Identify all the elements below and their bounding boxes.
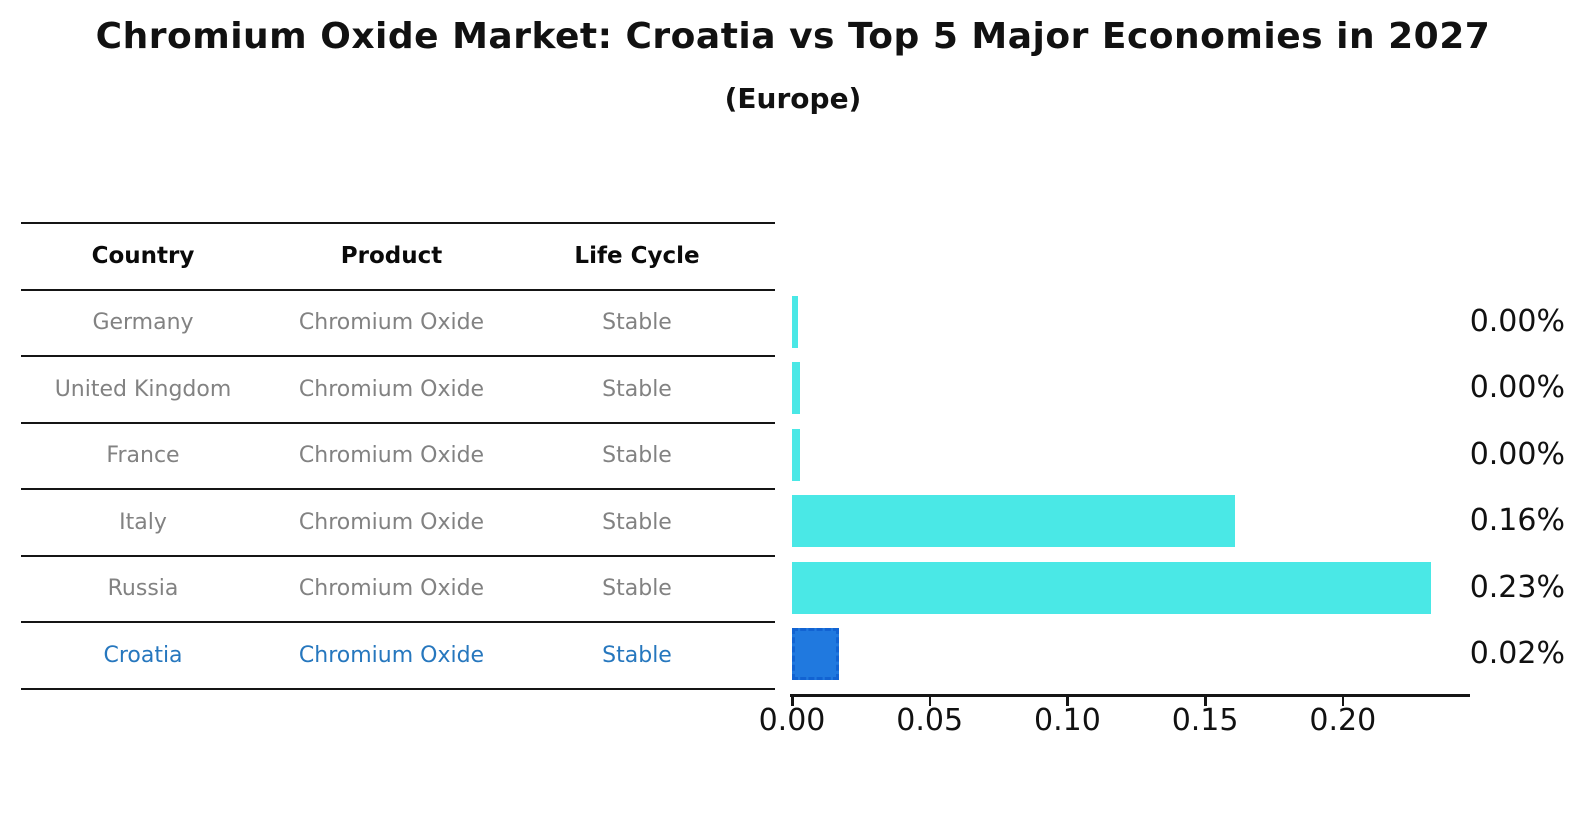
x-axis-tick [1204, 697, 1207, 706]
cell-country: United Kingdom [54, 376, 232, 402]
value-label: 0.23% [1469, 569, 1565, 605]
cell-country: Russia [107, 576, 179, 602]
x-axis-tick-label: 0.15 [1171, 703, 1239, 738]
chart-subtitle: (Europe) [724, 82, 862, 115]
cell-life-cycle: Stable [602, 443, 672, 469]
value-label: 0.02% [1469, 636, 1565, 672]
bar-germany [792, 295, 798, 348]
cell-life-cycle: Stable [602, 310, 672, 336]
table-row: Russia Chromium Oxide Stable [21, 557, 775, 623]
x-axis-line [790, 694, 1470, 697]
column-header-life-cycle: Life Cycle [574, 243, 700, 270]
table-row: Germany Chromium Oxide Stable [21, 291, 775, 357]
cell-life-cycle: Stable [602, 376, 672, 402]
column-header-country: Country [91, 243, 195, 270]
bar-united-kingdom [792, 362, 801, 415]
value-label: 0.00% [1469, 436, 1565, 472]
x-axis-tick [1341, 697, 1345, 706]
chart-title: Chromium Oxide Market: Croatia vs Top 5 … [95, 16, 1491, 57]
cell-product: Chromium Oxide [298, 509, 485, 535]
country-table: Country Product Life Cycle Germany Chromium … [21, 222, 775, 690]
table-row: France Chromium Oxide Stable [21, 424, 775, 490]
column-header-product: Product [340, 243, 443, 270]
cell-product: Chromium Oxide [298, 576, 485, 602]
cell-life-cycle: Stable [602, 642, 672, 668]
cell-product: Chromium Oxide [298, 376, 485, 402]
table-header-row: Country Product Life Cycle [21, 224, 775, 291]
cell-product: Chromium Oxide [298, 310, 485, 336]
cell-country: France [106, 443, 180, 469]
x-axis-tick-label: 0.10 [1033, 703, 1101, 738]
cell-life-cycle: Stable [602, 509, 672, 535]
value-label: 0.00% [1469, 303, 1565, 339]
cell-product: Chromium Oxide [298, 443, 485, 469]
x-axis-tick [928, 697, 932, 706]
value-label: 0.16% [1469, 503, 1565, 539]
bar-france [792, 428, 801, 481]
x-axis-tick-label: 0.05 [896, 703, 964, 738]
cell-country: Croatia [103, 642, 183, 668]
value-label: 0.00% [1469, 370, 1565, 406]
cell-product: Chromium Oxide [298, 642, 485, 668]
cell-country: Italy [119, 509, 167, 535]
x-axis-tick-label: 0.00 [758, 703, 826, 738]
bar-russia [792, 561, 1431, 614]
bar-croatia [792, 628, 839, 681]
cell-life-cycle: Stable [602, 576, 672, 602]
x-axis-tick-label: 0.20 [1309, 703, 1377, 738]
x-axis-tick [1066, 697, 1069, 706]
table-row: Croatia Chromium Oxide Stable [21, 623, 775, 690]
x-axis-tick [791, 697, 794, 706]
table-row: United Kingdom Chromium Oxide Stable [21, 357, 775, 424]
table-row: Italy Chromium Oxide Stable [21, 490, 775, 557]
bar-italy [792, 495, 1236, 548]
cell-country: Germany [92, 310, 194, 336]
